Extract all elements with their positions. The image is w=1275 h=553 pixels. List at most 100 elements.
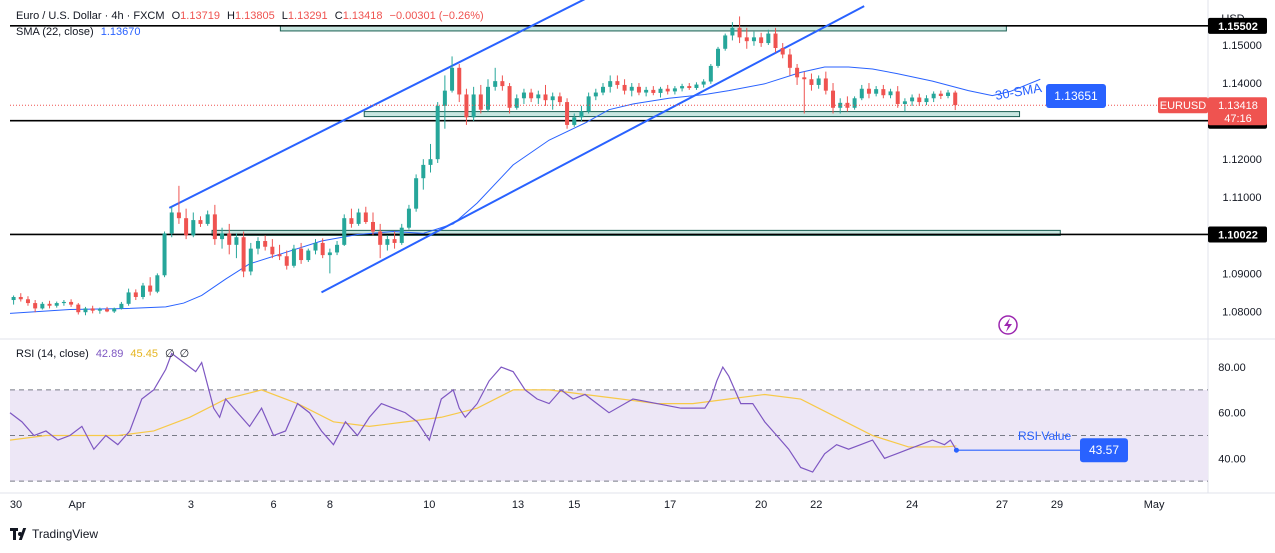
candle-bearish bbox=[881, 89, 886, 96]
price-tick-label: 1.11000 bbox=[1223, 192, 1262, 204]
candle-bullish bbox=[708, 65, 713, 82]
date-tick-label: 27 bbox=[996, 499, 1008, 511]
ohlc-high-label: H bbox=[227, 10, 235, 22]
candle-bullish bbox=[61, 301, 66, 304]
candle-bullish bbox=[838, 102, 843, 108]
rsi-label: RSI (14, close) bbox=[16, 348, 89, 360]
tradingview-logo[interactable]: TradingView bbox=[10, 527, 98, 541]
candle-bullish bbox=[313, 242, 318, 251]
candle-bearish bbox=[370, 221, 375, 232]
date-tick-label: 20 bbox=[755, 499, 767, 511]
candle-bearish bbox=[457, 67, 462, 95]
candle-bearish bbox=[25, 299, 30, 304]
candle-bullish bbox=[450, 67, 455, 91]
lightning-icon[interactable] bbox=[998, 315, 1018, 335]
date-tick-label: 22 bbox=[810, 499, 822, 511]
ohlc-open-label: O bbox=[171, 10, 181, 22]
candle-bearish bbox=[76, 304, 81, 313]
candle-bearish bbox=[737, 27, 742, 38]
candle-bullish bbox=[514, 98, 519, 108]
candle-bearish bbox=[263, 241, 268, 247]
ohlc-low: 1.13291 bbox=[287, 10, 328, 22]
candle-bullish bbox=[716, 48, 721, 66]
candle-bullish bbox=[723, 35, 728, 49]
candle-bullish bbox=[593, 92, 598, 97]
candle-bullish bbox=[874, 89, 879, 94]
candle-bullish bbox=[327, 252, 332, 256]
date-tick-label: 8 bbox=[327, 499, 333, 511]
candle-bearish bbox=[500, 81, 505, 87]
candle-bearish bbox=[557, 96, 562, 103]
rsi-line bbox=[9, 352, 957, 473]
sma-legend[interactable]: SMA (22, close) 1.13670 bbox=[16, 26, 144, 38]
candle-bearish bbox=[212, 214, 217, 240]
candle-bearish bbox=[802, 77, 807, 80]
candle-bullish bbox=[442, 90, 447, 106]
candle-bullish bbox=[701, 81, 706, 85]
date-tick-label: 29 bbox=[1051, 499, 1063, 511]
candle-bullish bbox=[586, 96, 591, 112]
candle-bullish bbox=[852, 98, 857, 108]
lightning-icon-bolt bbox=[1004, 318, 1012, 332]
candle-bullish bbox=[902, 101, 907, 104]
candle-bearish bbox=[759, 37, 764, 44]
rsi-legend[interactable]: RSI (14, close) 42.89 45.45 ∅ ∅ bbox=[16, 347, 193, 360]
candle-bearish bbox=[953, 92, 958, 106]
candle-bearish bbox=[773, 33, 778, 49]
candle-bullish bbox=[155, 275, 160, 292]
ohlc-close: 1.13418 bbox=[342, 10, 383, 22]
candle-bearish bbox=[90, 308, 95, 311]
symbol-tag-label: EURUSD bbox=[1160, 100, 1207, 112]
candle-bearish bbox=[270, 246, 275, 255]
level-price-tag bbox=[1208, 226, 1267, 243]
candle-bullish bbox=[414, 178, 419, 209]
rsi-tick-label: 80.00 bbox=[1218, 362, 1246, 374]
sma-label: SMA (22, close) bbox=[16, 26, 94, 38]
candle-bullish bbox=[608, 81, 613, 87]
candle-bullish bbox=[428, 159, 433, 165]
candle-bullish bbox=[680, 86, 685, 89]
candle-bullish bbox=[205, 214, 210, 224]
candle-bearish bbox=[478, 94, 483, 110]
sr-zone bbox=[279, 25, 1007, 32]
candle-bullish bbox=[471, 94, 476, 118]
candle-bullish bbox=[356, 212, 361, 224]
candle-bullish bbox=[248, 248, 253, 272]
candle-bullish bbox=[486, 86, 491, 110]
price-tick-label: 1.08000 bbox=[1222, 306, 1262, 318]
candle-bullish bbox=[946, 92, 951, 96]
candle-bullish bbox=[694, 84, 699, 88]
candle-bearish bbox=[378, 231, 383, 245]
candle-bearish bbox=[320, 242, 325, 256]
candle-bullish bbox=[169, 212, 174, 234]
ohlc-high: 1.13805 bbox=[234, 10, 275, 22]
date-tick-label: 24 bbox=[906, 499, 918, 511]
candle-bearish bbox=[176, 212, 181, 219]
price-tick-label: 1.12000 bbox=[1222, 154, 1262, 166]
candle-bullish bbox=[342, 218, 347, 245]
candle-bearish bbox=[392, 239, 397, 243]
candle-bearish bbox=[665, 88, 670, 92]
date-tick-label: 17 bbox=[664, 499, 676, 511]
candle-bullish bbox=[751, 37, 756, 42]
candle-bearish bbox=[823, 78, 828, 91]
candle-bearish bbox=[33, 303, 38, 309]
candle-bearish bbox=[464, 94, 469, 118]
candle-bearish bbox=[895, 91, 900, 104]
ohlc-close-label: C bbox=[334, 10, 343, 22]
channel-trendline bbox=[168, 0, 586, 209]
rsi-tick-label: 40.00 bbox=[1218, 453, 1246, 465]
date-tick-label: 3 bbox=[188, 499, 194, 511]
candle-bearish bbox=[636, 86, 641, 93]
candle-bullish bbox=[406, 208, 411, 228]
candle-bearish bbox=[744, 37, 749, 42]
symbol-tag bbox=[1158, 97, 1208, 114]
candle-bearish bbox=[917, 97, 922, 103]
candle-bearish bbox=[198, 220, 203, 224]
candle-bearish bbox=[299, 248, 304, 261]
symbol-header: Euro / U.S. Dollar · 4h · FXCM O1.13719 … bbox=[16, 10, 488, 22]
candle-bearish bbox=[809, 79, 814, 85]
ohlc-low-label: L bbox=[281, 10, 288, 22]
candle-bullish bbox=[572, 117, 577, 125]
candle-bullish bbox=[910, 97, 915, 102]
